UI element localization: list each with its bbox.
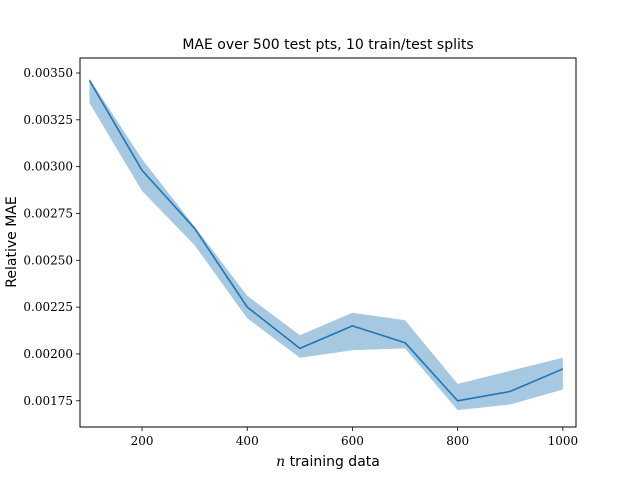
y-tick-label: 0.00175 bbox=[23, 394, 73, 408]
y-tick-label: 0.00200 bbox=[23, 347, 73, 361]
y-axis-label: Relative MAE bbox=[4, 196, 20, 287]
x-tick-label: 800 bbox=[446, 434, 469, 448]
data-point bbox=[141, 169, 143, 171]
data-point bbox=[246, 306, 248, 308]
axes-frame bbox=[79, 57, 577, 428]
data-point bbox=[88, 79, 90, 81]
y-axis: 0.00175 0.00200 0.00225 0.00250 0.00275 0.003… bbox=[23, 66, 80, 408]
x-axis: 200 400 600 800 1000 bbox=[131, 427, 579, 448]
y-tick-label: 0.00250 bbox=[23, 253, 73, 267]
data-point bbox=[509, 390, 511, 392]
data-point bbox=[457, 400, 459, 402]
y-tick-label: 0.00225 bbox=[23, 300, 73, 314]
plot-area bbox=[88, 78, 564, 411]
data-point bbox=[562, 368, 564, 370]
data-point bbox=[404, 342, 406, 344]
x-tick-label: 600 bbox=[341, 434, 364, 448]
series-line bbox=[88, 80, 564, 402]
y-tick-label: 0.00350 bbox=[23, 66, 73, 80]
data-point bbox=[351, 325, 353, 327]
data-point bbox=[299, 347, 301, 349]
x-axis-label-text: training data bbox=[285, 454, 380, 470]
y-tick-label: 0.00300 bbox=[23, 160, 73, 174]
x-tick-label: 200 bbox=[131, 434, 154, 448]
x-axis-label-variable: n bbox=[276, 454, 285, 470]
data-point bbox=[194, 227, 196, 229]
y-tick-label: 0.00275 bbox=[23, 206, 73, 220]
x-axis-label: n training data bbox=[276, 454, 380, 470]
x-tick-label: 400 bbox=[236, 434, 259, 448]
chart-title: MAE over 500 test pts, 10 train/test spl… bbox=[182, 37, 473, 53]
y-tick-label: 0.00325 bbox=[23, 113, 73, 127]
confidence-band bbox=[89, 78, 563, 411]
x-tick-label: 1000 bbox=[548, 434, 579, 448]
